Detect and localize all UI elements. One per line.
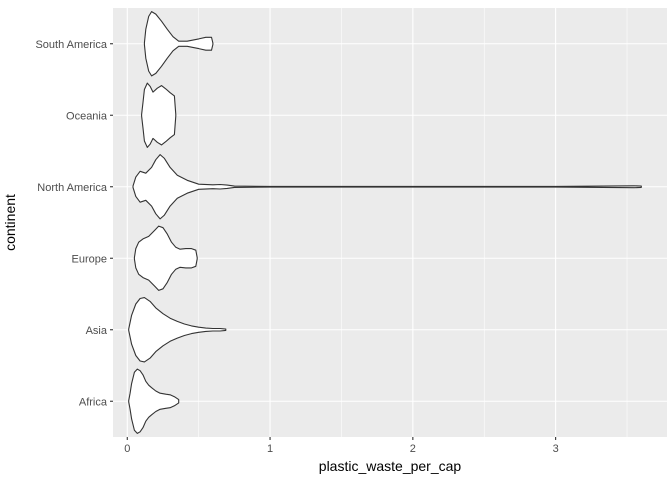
- major-gridlines: [113, 8, 667, 437]
- violin-europe: [133, 225, 198, 291]
- x-axis-title: plastic_waste_per_cap: [319, 458, 462, 474]
- violin-south-america: [143, 11, 214, 77]
- y-axis-title: continent: [2, 194, 18, 251]
- x-tick-label: 2: [410, 443, 416, 455]
- x-axis: 0 1 2 3: [124, 437, 559, 455]
- violin-north-america: [132, 154, 642, 220]
- violin-africa: [128, 368, 180, 434]
- x-tick-label: 0: [124, 443, 130, 455]
- x-tick-label: 1: [267, 443, 273, 455]
- y-tick-label: Africa: [79, 396, 108, 408]
- x-tick-label: 3: [553, 443, 559, 455]
- y-axis: Africa Asia Europe North America Oceania Sout…: [35, 39, 113, 408]
- y-tick-label: Oceania: [66, 110, 108, 122]
- y-tick-label: Asia: [86, 325, 108, 337]
- y-tick-label: North America: [37, 182, 108, 194]
- y-tick-label: South America: [35, 39, 107, 51]
- violin-asia: [128, 297, 227, 363]
- minor-gridlines: [198, 8, 628, 437]
- y-tick-label: Europe: [72, 253, 107, 265]
- violin-oceania: [141, 82, 177, 148]
- violins: [128, 11, 642, 434]
- plot-panel: [113, 8, 667, 437]
